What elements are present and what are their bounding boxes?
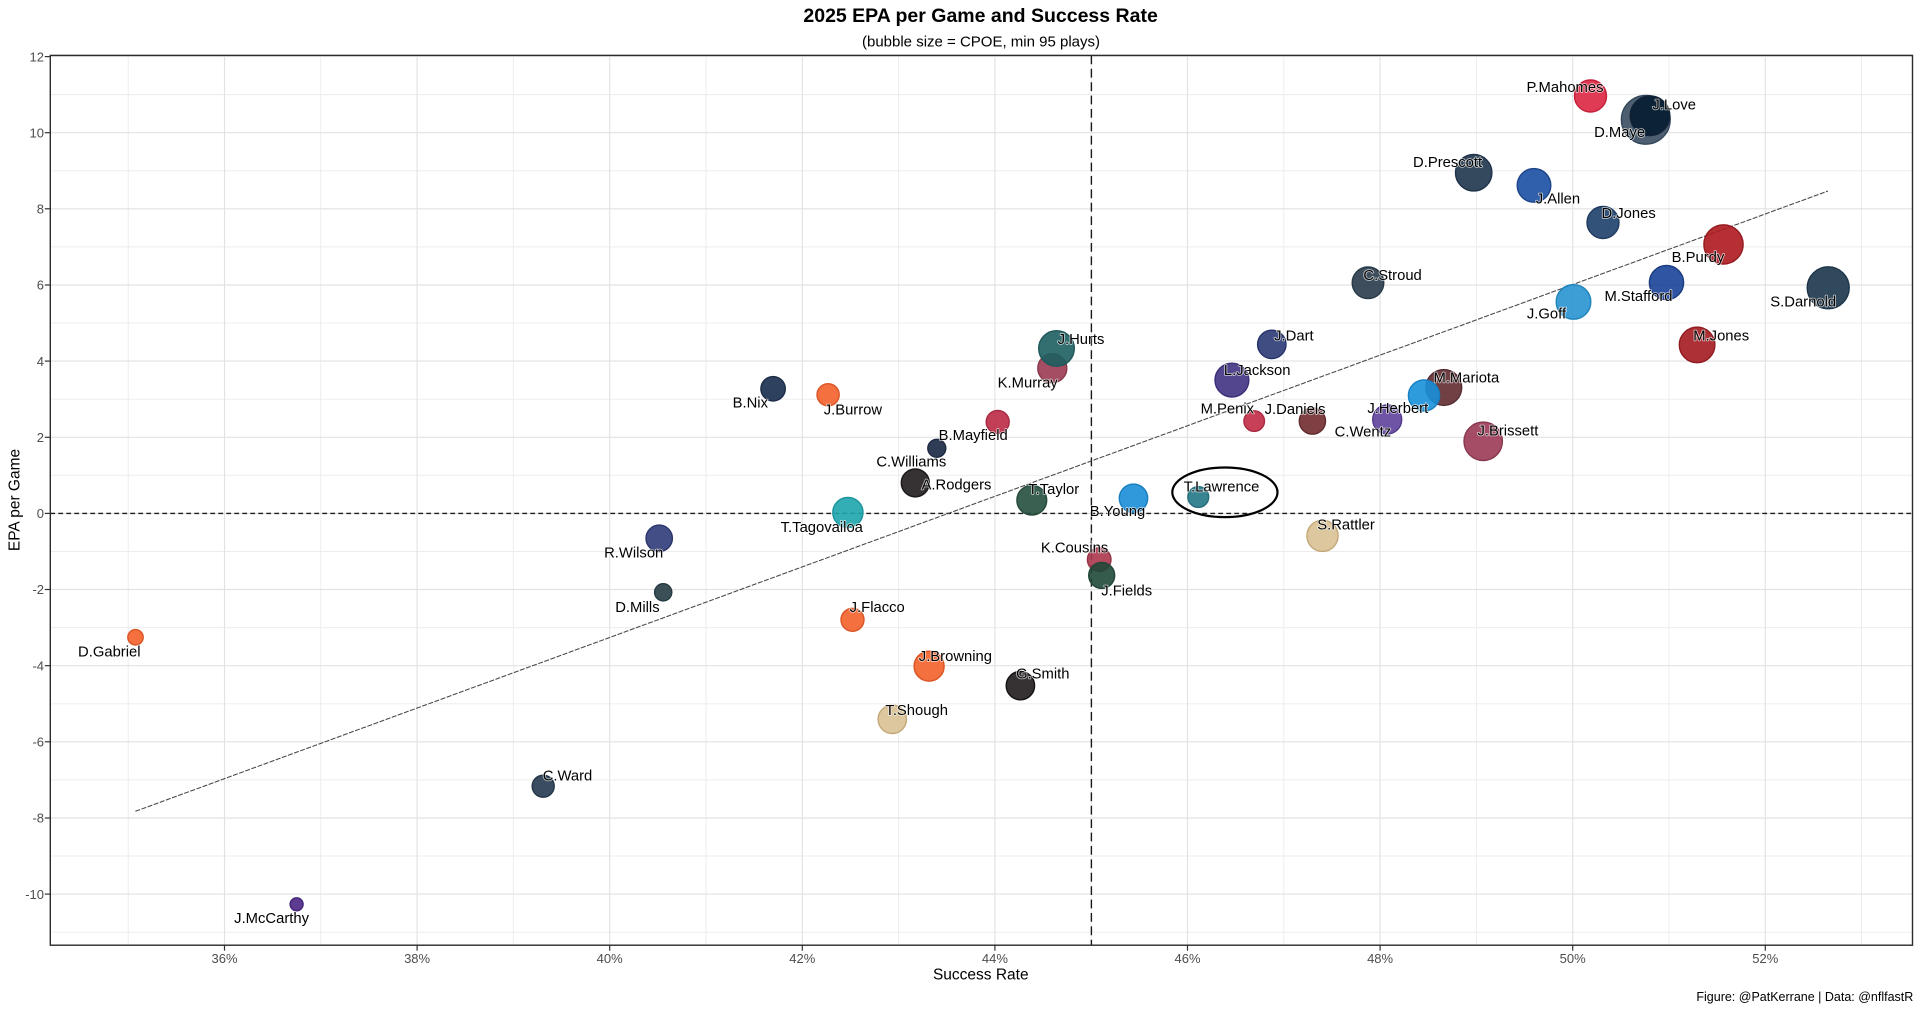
svg-text:2025 EPA per Game and Success: 2025 EPA per Game and Success Rate (803, 5, 1158, 27)
svg-text:P.Mahomes: P.Mahomes (1526, 80, 1603, 96)
svg-text:K.Cousins: K.Cousins (1041, 540, 1108, 556)
svg-text:Figure: @PatKerrane | Data: @n: Figure: @PatKerrane | Data: @nflfastR (1696, 990, 1913, 1004)
svg-text:D.Maye: D.Maye (1594, 125, 1645, 141)
svg-text:T.Shough: T.Shough (885, 703, 948, 719)
svg-text:D.Jones: D.Jones (1601, 206, 1655, 222)
svg-text:C.Ward: C.Ward (543, 769, 593, 785)
svg-text:J.Browning: J.Browning (919, 649, 992, 665)
svg-text:46%: 46% (1174, 951, 1200, 966)
svg-text:4: 4 (37, 354, 44, 369)
svg-text:J.Brissett: J.Brissett (1477, 424, 1538, 440)
svg-text:B.Purdy: B.Purdy (1672, 250, 1725, 266)
svg-text:J.Daniels: J.Daniels (1265, 402, 1326, 418)
svg-text:-10: -10 (25, 887, 44, 902)
svg-text:J.Dart: J.Dart (1274, 328, 1313, 344)
svg-text:42%: 42% (789, 951, 815, 966)
svg-text:C.Stroud: C.Stroud (1363, 268, 1421, 284)
svg-text:40%: 40% (597, 951, 623, 966)
svg-text:S.Rattler: S.Rattler (1317, 518, 1375, 534)
svg-text:A.Rodgers: A.Rodgers (922, 478, 992, 494)
svg-text:M.Penix: M.Penix (1201, 401, 1255, 417)
svg-text:2: 2 (37, 430, 44, 445)
svg-text:M.Stafford: M.Stafford (1605, 289, 1673, 305)
svg-text:J.Fields: J.Fields (1101, 583, 1152, 599)
svg-text:L.Jackson: L.Jackson (1224, 363, 1291, 379)
svg-text:B.Young: B.Young (1090, 504, 1145, 520)
svg-text:J.Herbert: J.Herbert (1367, 401, 1428, 417)
svg-text:R.Wilson: R.Wilson (604, 545, 663, 561)
svg-text:T.Taylor: T.Taylor (1028, 482, 1079, 498)
svg-text:-2: -2 (32, 582, 44, 597)
svg-text:B.Nix: B.Nix (733, 396, 769, 412)
svg-text:-8: -8 (32, 811, 44, 826)
svg-text:C.Wentz: C.Wentz (1335, 425, 1391, 441)
svg-text:10: 10 (30, 125, 44, 140)
svg-text:EPA per Game: EPA per Game (7, 449, 24, 551)
svg-text:8: 8 (37, 202, 44, 217)
svg-text:Success Rate: Success Rate (933, 967, 1029, 984)
svg-text:(bubble size = CPOE, min 95 pl: (bubble size = CPOE, min 95 plays) (862, 34, 1100, 51)
svg-text:38%: 38% (404, 951, 430, 966)
svg-text:36%: 36% (211, 951, 237, 966)
svg-text:D.Gabriel: D.Gabriel (78, 644, 141, 660)
svg-text:T.Tagovailoa: T.Tagovailoa (781, 520, 864, 536)
svg-text:J.Flacco: J.Flacco (850, 600, 905, 616)
svg-text:M.Jones: M.Jones (1693, 329, 1749, 345)
svg-text:B.Mayfield: B.Mayfield (939, 428, 1008, 444)
svg-text:T.Lawrence: T.Lawrence (1184, 480, 1260, 496)
svg-text:J.Goff: J.Goff (1527, 306, 1567, 322)
svg-text:K.Murray: K.Murray (998, 376, 1059, 392)
svg-text:D.Mills: D.Mills (615, 600, 659, 616)
svg-text:S.Darnold: S.Darnold (1770, 295, 1836, 311)
svg-text:52%: 52% (1752, 951, 1778, 966)
svg-text:6: 6 (37, 278, 44, 293)
svg-text:-6: -6 (32, 735, 44, 750)
svg-text:M.Mariota: M.Mariota (1434, 370, 1501, 386)
svg-text:48%: 48% (1367, 951, 1393, 966)
svg-text:50%: 50% (1560, 951, 1586, 966)
svg-text:12: 12 (30, 49, 44, 64)
svg-text:J.Love: J.Love (1652, 98, 1696, 114)
svg-text:G.Smith: G.Smith (1016, 667, 1069, 683)
svg-text:J.Hurts: J.Hurts (1058, 332, 1105, 348)
svg-text:D.Prescott: D.Prescott (1413, 155, 1482, 171)
svg-text:C.Williams: C.Williams (876, 455, 946, 471)
svg-text:J.Allen: J.Allen (1536, 192, 1580, 208)
svg-text:0: 0 (37, 506, 44, 521)
svg-text:44%: 44% (982, 951, 1008, 966)
svg-text:J.McCarthy: J.McCarthy (234, 911, 309, 927)
svg-text:J.Burrow: J.Burrow (824, 403, 883, 419)
svg-text:-4: -4 (32, 658, 44, 673)
